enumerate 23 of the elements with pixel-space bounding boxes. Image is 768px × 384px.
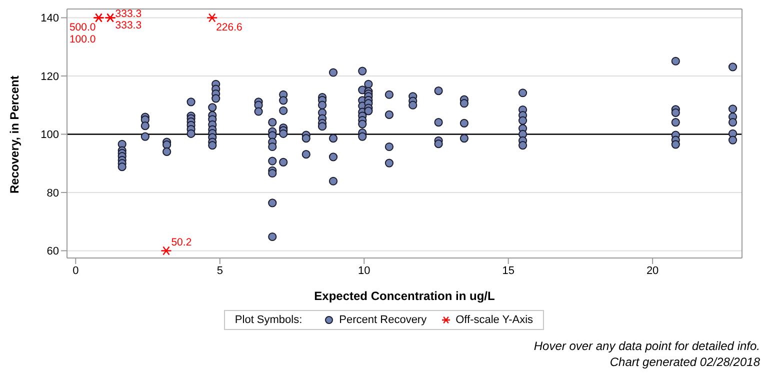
text: Chart generated 02/28/2018 (608, 354, 760, 370)
y-tick-label: 60 (46, 246, 59, 258)
annotation: 333.3 (115, 8, 142, 20)
annotation: 50.2 (171, 236, 192, 249)
y-tick-label: 140 (40, 12, 59, 25)
annotation: 100.0 (69, 34, 96, 46)
annotation: 226.6 (216, 22, 243, 34)
annotation: 333.3 (115, 20, 142, 32)
legend-label: Percent Recovery (338, 314, 427, 326)
x-axis-title: Expected Concentration in ug/L (314, 289, 495, 303)
x-tick-label: 10 (358, 264, 370, 277)
legend-title: Plot Symbols: (234, 314, 302, 326)
text: Hover over any data point for detailed info. (532, 338, 760, 354)
y-axis-title: Recovery, in Percent (7, 76, 22, 194)
y-tick-label: 120 (40, 70, 59, 83)
legend-label: Off-scale Y-Axis (454, 314, 534, 326)
x-tick-label: 5 (216, 264, 223, 277)
x-tick-label: 20 (646, 264, 659, 277)
x-tick-label: 0 (72, 264, 79, 277)
annotation: 500.0 (69, 22, 96, 34)
y-tick-label: 100 (40, 129, 59, 142)
x-tick-label: 15 (502, 264, 514, 277)
y-tick-label: 80 (46, 187, 59, 200)
